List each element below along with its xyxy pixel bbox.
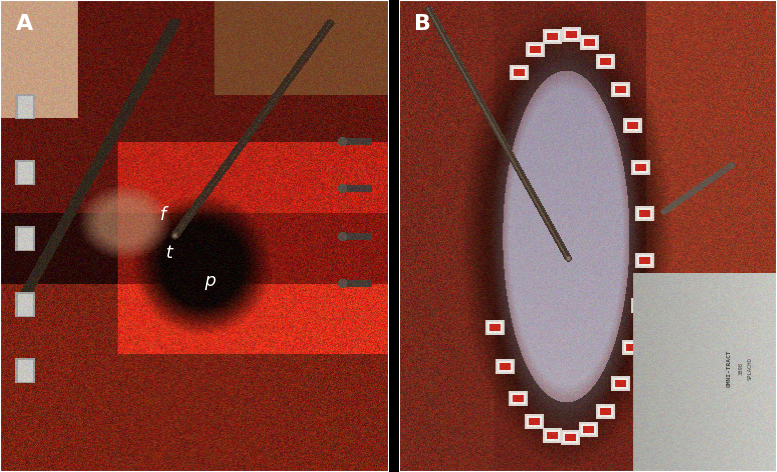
Text: 3898: 3898 [739, 362, 744, 375]
Text: OMNI-TRACT: OMNI-TRACT [727, 349, 732, 387]
Text: SPLACHO: SPLACHO [748, 357, 753, 379]
Text: p: p [204, 272, 215, 290]
Text: f: f [160, 206, 166, 224]
Text: t: t [166, 244, 172, 261]
Text: B: B [413, 14, 430, 34]
Text: A: A [16, 14, 33, 34]
